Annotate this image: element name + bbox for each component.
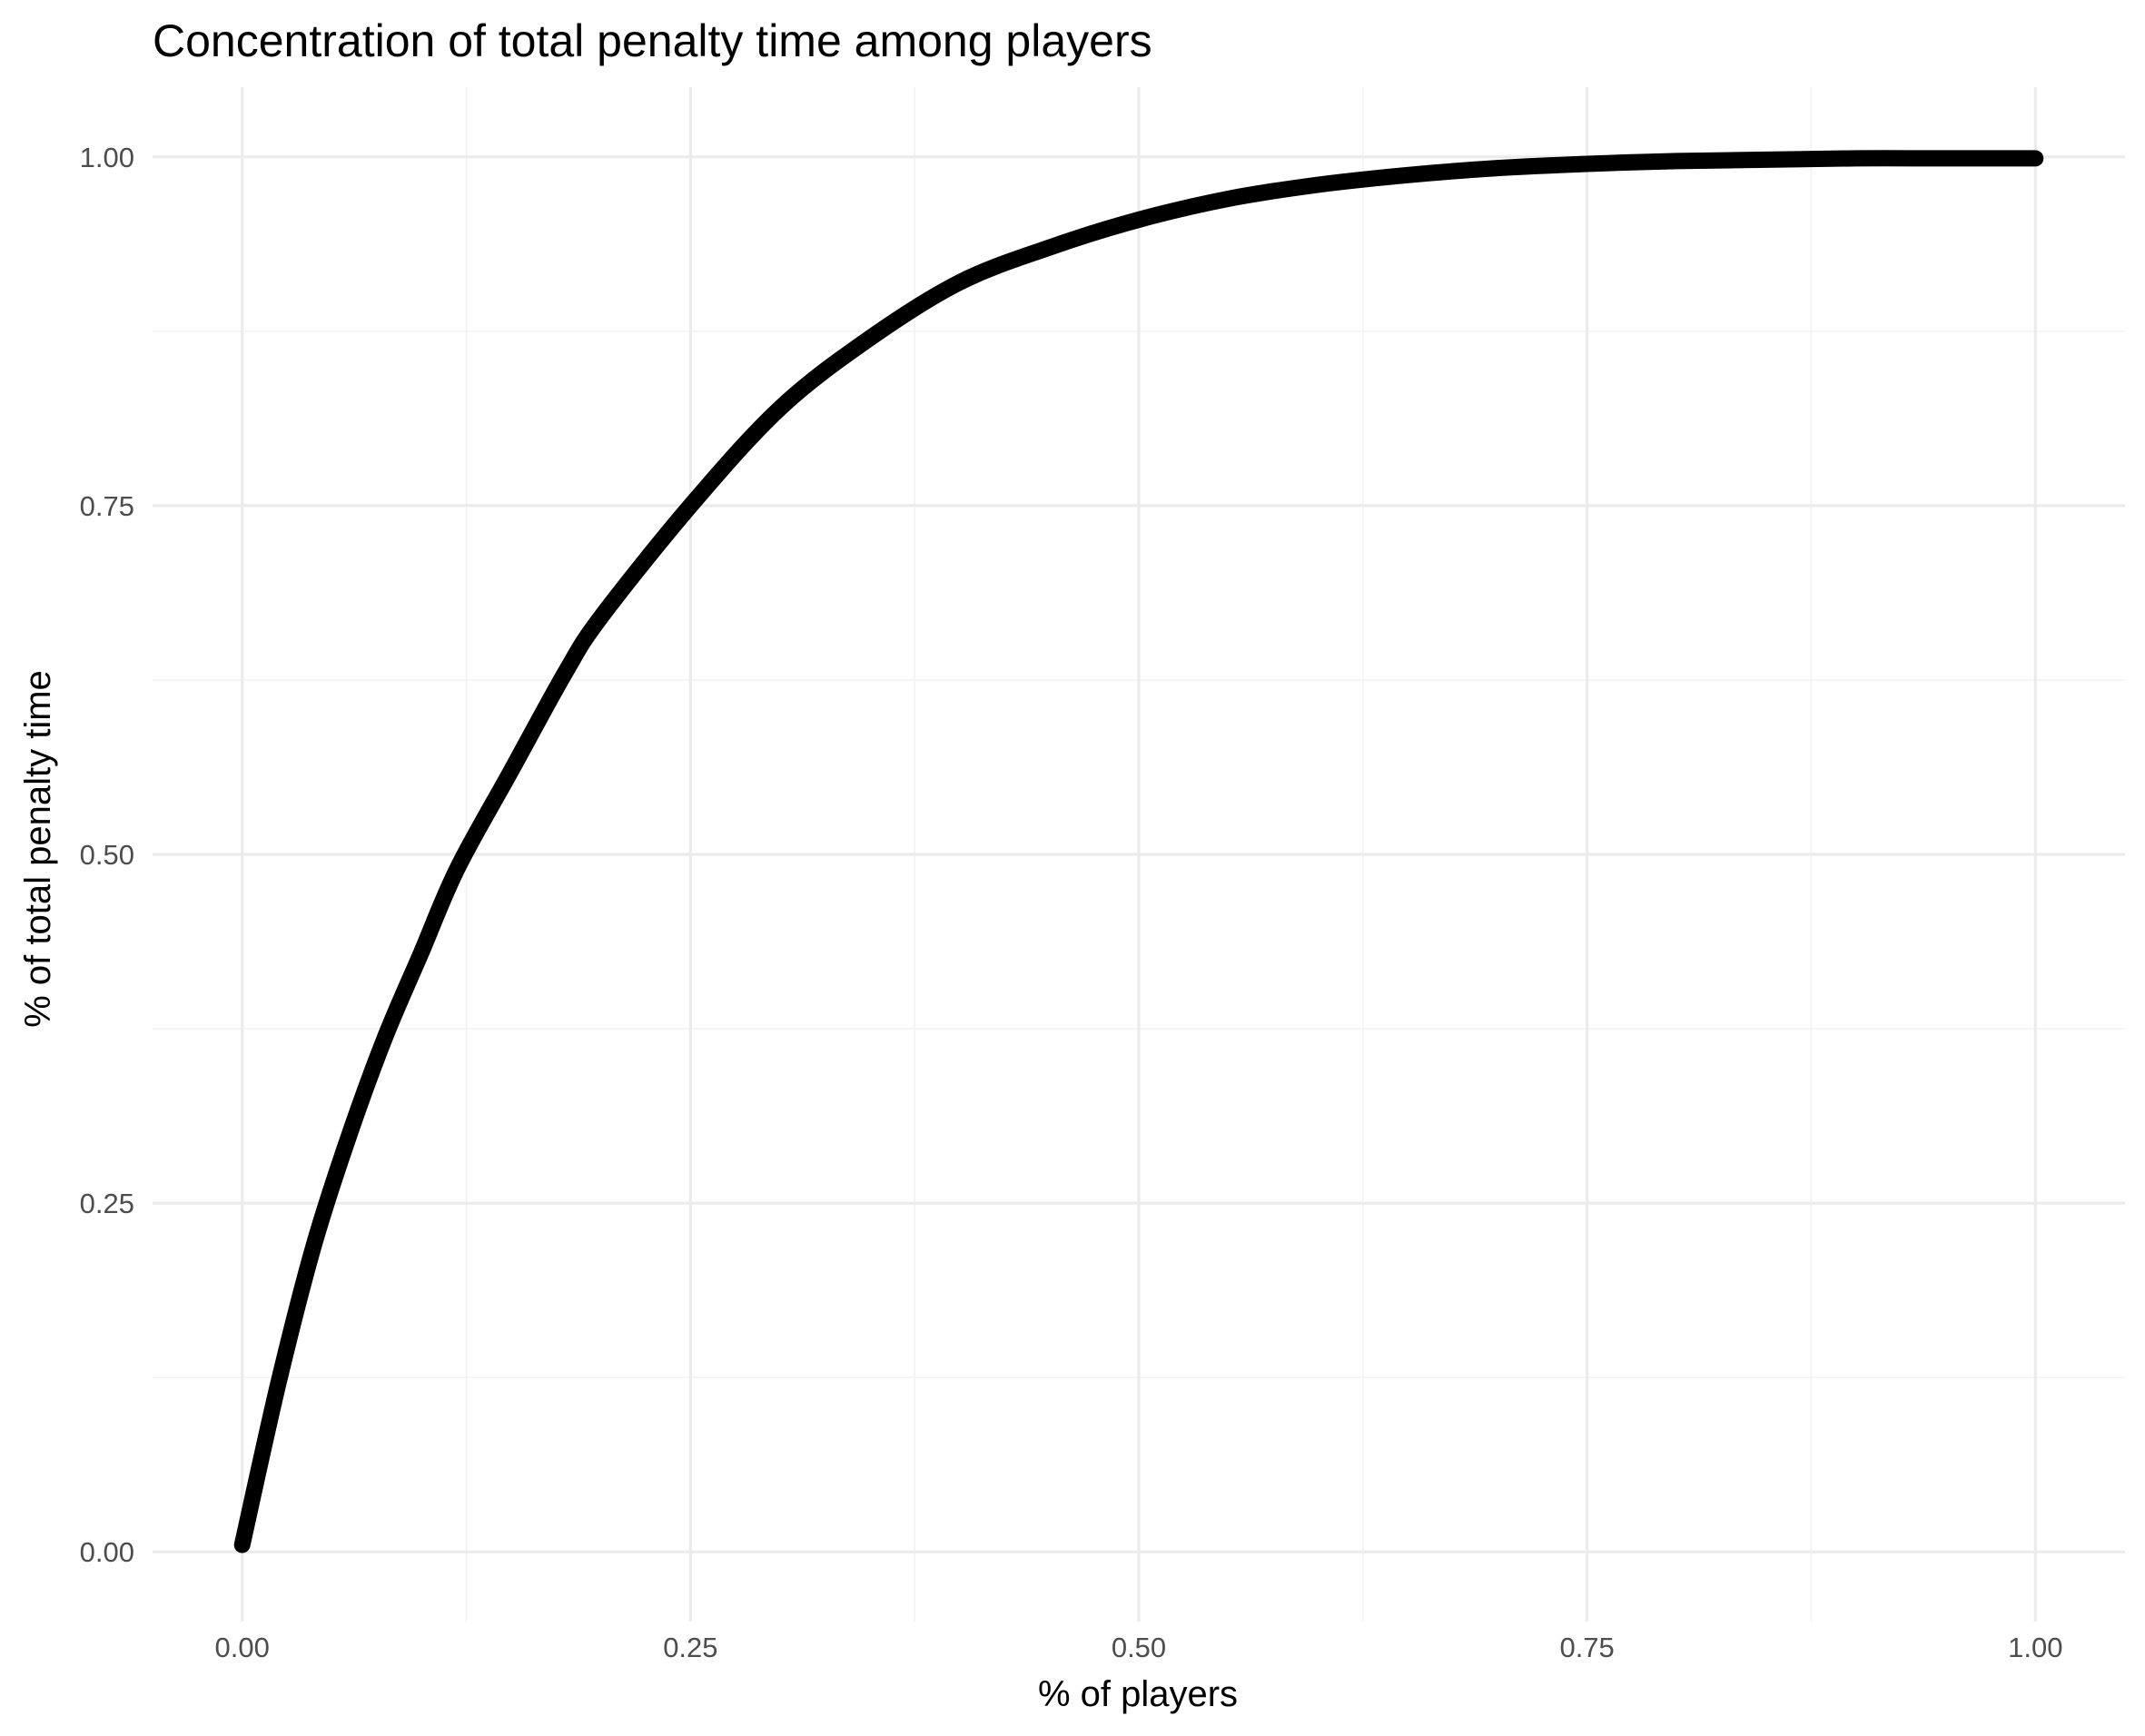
x-tick-label: 0.50 — [1112, 1632, 1166, 1663]
concentration-curve — [233, 150, 2044, 1554]
y-tick-label: 0.25 — [80, 1188, 134, 1219]
y-axis-ticks: 0.00 0.25 0.50 0.75 1.00 — [80, 142, 134, 1568]
x-axis-title: % of players — [1038, 1674, 1238, 1714]
x-tick-label: 0.25 — [663, 1632, 717, 1663]
x-tick-label: 1.00 — [2008, 1632, 2062, 1663]
y-tick-label: 0.50 — [80, 839, 134, 871]
x-tick-label: 0.75 — [1559, 1632, 1614, 1663]
y-tick-label: 1.00 — [80, 142, 134, 173]
y-tick-label: 0.75 — [80, 490, 134, 522]
x-axis-ticks: 0.00 0.25 0.50 0.75 1.00 — [215, 1632, 2063, 1663]
x-tick-label: 0.00 — [215, 1632, 270, 1663]
major-gridlines — [153, 87, 2125, 1622]
series-group — [233, 150, 2044, 1554]
y-tick-label: 0.00 — [80, 1536, 134, 1568]
chart-title: Concentration of total penalty time amon… — [153, 15, 1152, 66]
y-axis-title: % of total penalty time — [18, 670, 58, 1028]
